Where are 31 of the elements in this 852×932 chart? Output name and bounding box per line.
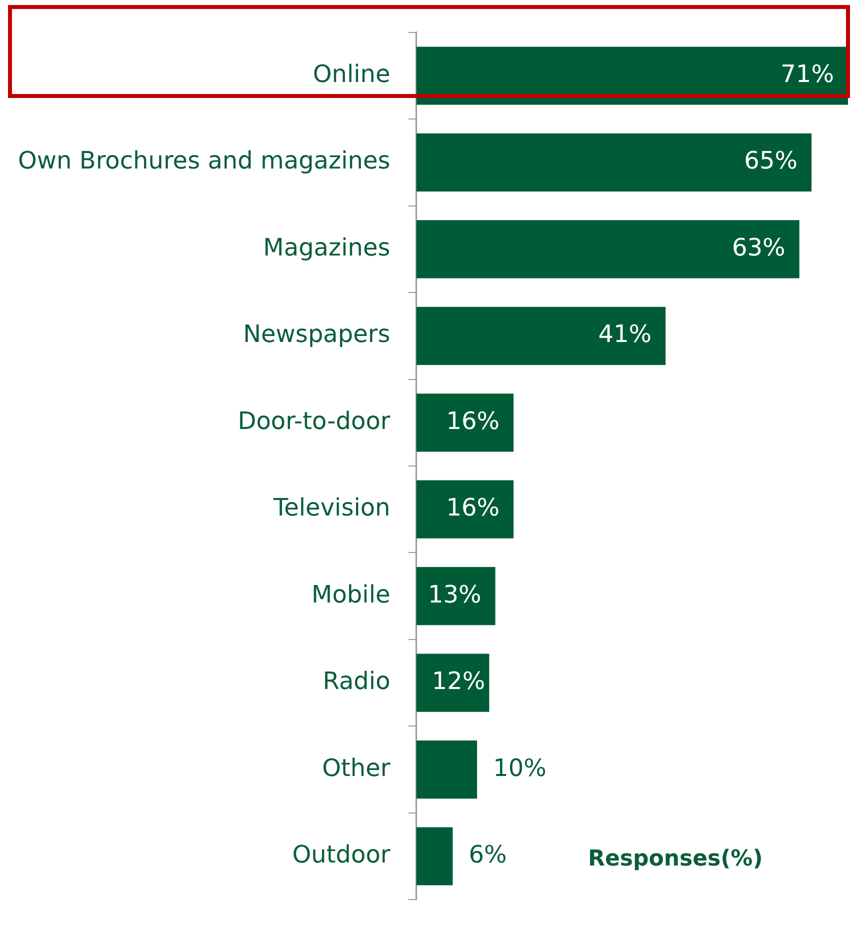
data-label: 16% <box>446 494 500 522</box>
x-axis-title: Responses(%) <box>588 846 763 872</box>
y-tick-label: Television <box>272 494 390 522</box>
y-tick-label: Outdoor <box>292 840 390 868</box>
bar <box>416 654 490 712</box>
bar <box>416 306 666 365</box>
y-tick-label: Magazines <box>263 233 390 262</box>
data-label: 65% <box>744 146 798 175</box>
bar <box>416 394 514 452</box>
y-tick-label: Online <box>312 60 390 88</box>
data-label: 71% <box>780 60 834 88</box>
y-tick-label: Radio <box>322 667 390 696</box>
bar <box>416 46 848 105</box>
bar <box>416 740 478 799</box>
data-label: 10% <box>493 754 546 782</box>
y-tick-label: Mobile <box>312 580 390 608</box>
data-label: 63% <box>732 233 786 262</box>
data-label: 6% <box>468 840 507 868</box>
data-label: 16% <box>446 406 500 435</box>
bar <box>416 133 812 192</box>
data-label: 13% <box>428 580 482 608</box>
bar <box>416 220 800 278</box>
y-tick-label: Newspapers <box>243 320 390 348</box>
data-label: 12% <box>432 667 486 696</box>
data-label: 41% <box>598 320 652 348</box>
bar <box>416 480 514 538</box>
y-tick-label: Other <box>322 754 390 782</box>
bar <box>416 827 453 886</box>
y-tick-label: Door-to-door <box>238 406 390 435</box>
bar <box>416 567 496 626</box>
y-tick-label: Own Brochures and magazines <box>18 146 390 175</box>
